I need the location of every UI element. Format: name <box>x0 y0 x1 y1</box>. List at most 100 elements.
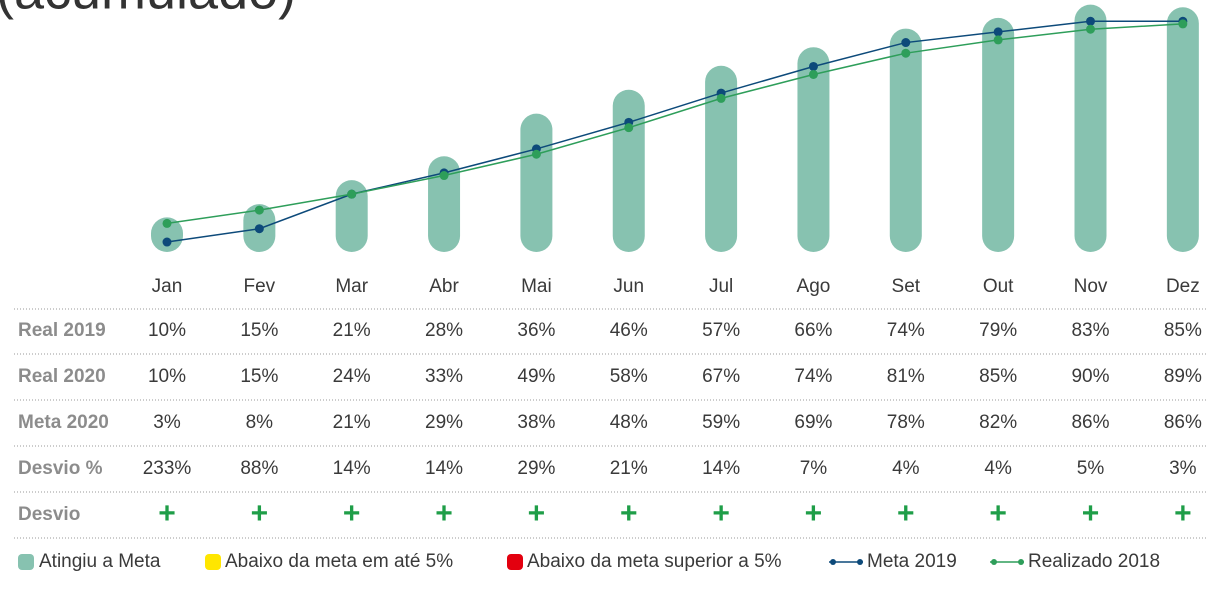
bar <box>335 180 368 252</box>
table-cell: 90% <box>1071 366 1109 387</box>
table-cell: 89% <box>1164 366 1202 387</box>
table-cell: 83% <box>1071 320 1109 341</box>
table-cell: 21% <box>610 458 648 479</box>
x-tick-label: Set <box>892 276 921 297</box>
table-cell: 33% <box>425 366 463 387</box>
line-point <box>162 218 172 228</box>
table-cell: 69% <box>794 412 832 433</box>
table-cell: 28% <box>425 320 463 341</box>
table-cell: 15% <box>240 320 278 341</box>
table-cell: 24% <box>333 366 371 387</box>
x-tick-label: Abr <box>429 276 459 297</box>
x-tick-label: Nov <box>1074 276 1108 297</box>
deviation-sign: + <box>435 497 453 530</box>
table-cell: 21% <box>333 412 371 433</box>
row-label: Desvio % <box>18 458 103 479</box>
line <box>166 20 1183 243</box>
table-cell: 7% <box>800 458 828 479</box>
table-cell: 74% <box>887 320 925 341</box>
table-cell: 66% <box>794 320 832 341</box>
deviation-sign: + <box>620 497 638 530</box>
legend-marker <box>857 559 863 565</box>
x-tick-label: Jun <box>613 276 644 297</box>
table-cell: 88% <box>240 458 278 479</box>
line-point <box>254 224 264 234</box>
bar <box>428 156 461 252</box>
line-point <box>901 38 911 48</box>
row-label: Meta 2020 <box>18 412 109 433</box>
legend-swatch <box>18 554 34 570</box>
x-tick-label: Fev <box>244 276 276 297</box>
line-point <box>624 123 634 133</box>
bar <box>520 113 553 253</box>
deviation-sign: + <box>158 497 176 530</box>
table-cell: 21% <box>333 320 371 341</box>
row-label: Real 2019 <box>18 320 106 341</box>
bar <box>1166 7 1199 253</box>
legend-marker <box>830 559 836 565</box>
bar <box>151 217 183 252</box>
table-cell: 46% <box>610 320 648 341</box>
table-cell: 49% <box>517 366 555 387</box>
line-point <box>1178 19 1188 29</box>
table-cell: 4% <box>984 458 1012 479</box>
line-point <box>1086 24 1095 34</box>
deviation-sign: + <box>1082 497 1100 530</box>
bar <box>1074 4 1107 252</box>
legend-marker <box>991 559 997 565</box>
table-cell: 85% <box>1164 320 1202 341</box>
line-point <box>993 35 1003 45</box>
line-point <box>901 48 911 58</box>
table-cell: 233% <box>143 458 192 479</box>
bar <box>612 89 645 252</box>
table-cell: 5% <box>1077 458 1105 479</box>
deviation-sign: + <box>1174 497 1192 530</box>
x-tick-label: Jul <box>709 276 733 297</box>
table-cell: 86% <box>1164 412 1202 433</box>
row-label: Real 2020 <box>18 366 106 387</box>
table-cell: 57% <box>702 320 740 341</box>
table-cell: 8% <box>246 412 274 433</box>
deviation-sign: + <box>712 497 730 530</box>
deviation-sign: + <box>343 497 361 530</box>
legend-label: Atingiu a Meta <box>39 551 161 572</box>
chart-title: (acumulado) <box>0 0 296 20</box>
row-label: Desvio <box>18 504 80 525</box>
table-cell: 14% <box>702 458 740 479</box>
table-cell: 14% <box>425 458 463 479</box>
table-cell: 36% <box>517 320 555 341</box>
table-cell: 81% <box>887 366 925 387</box>
legend-label: Realizado 2018 <box>1028 551 1160 572</box>
line-point <box>162 237 172 247</box>
bar <box>705 65 738 253</box>
table-cell: 85% <box>979 366 1017 387</box>
legend-swatch <box>205 554 221 570</box>
table-cell: 3% <box>1169 458 1197 479</box>
bar <box>889 28 922 253</box>
table-cell: 48% <box>610 412 648 433</box>
line-point <box>347 189 357 199</box>
legend-marker <box>1018 559 1024 565</box>
table-cell: 14% <box>333 458 371 479</box>
table-cell: 4% <box>892 458 920 479</box>
x-tick-label: Out <box>983 276 1014 297</box>
line-point <box>531 149 541 159</box>
legend-label: Abaixo da meta em até 5% <box>225 551 453 572</box>
legend-label: Meta 2019 <box>867 551 957 572</box>
deviation-sign: + <box>528 497 546 530</box>
line-point <box>1086 16 1095 26</box>
deviation-sign: + <box>897 497 915 530</box>
deviation-sign: + <box>251 497 269 530</box>
table-cell: 82% <box>979 412 1017 433</box>
line <box>166 23 1183 225</box>
bar <box>797 47 830 252</box>
table-cell: 15% <box>240 366 278 387</box>
x-tick-label: Jan <box>152 276 183 297</box>
x-tick-label: Dez <box>1166 276 1200 297</box>
x-tick-label: Ago <box>797 276 831 297</box>
table-cell: 38% <box>517 412 555 433</box>
deviation-sign: + <box>989 497 1007 530</box>
table-cell: 79% <box>979 320 1017 341</box>
table-cell: 67% <box>702 366 740 387</box>
